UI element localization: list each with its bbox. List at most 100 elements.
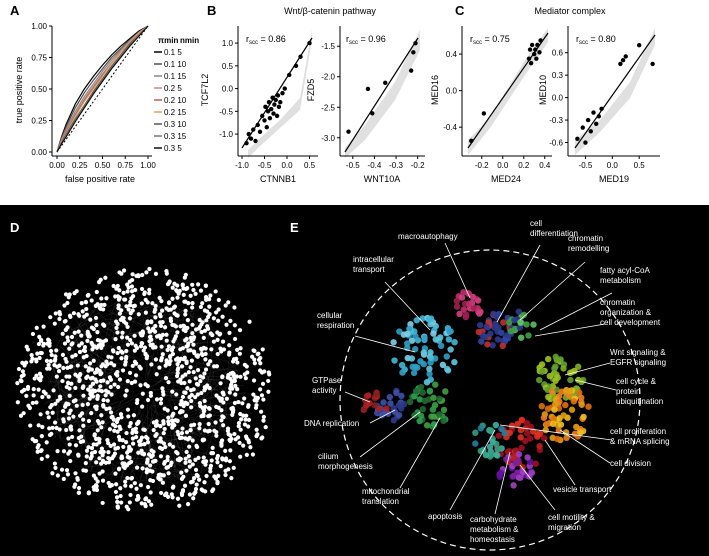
panel-letter-d: D	[10, 220, 19, 235]
network-node	[29, 353, 34, 358]
network-node	[219, 443, 224, 448]
network-edge	[201, 311, 225, 349]
roc-series-line	[56, 25, 149, 153]
cluster-node	[517, 434, 524, 441]
scatter-point	[260, 113, 265, 119]
network-edge	[55, 392, 113, 404]
network-node	[68, 424, 73, 429]
network-node	[57, 310, 62, 315]
network-node	[200, 301, 205, 306]
network-node	[147, 287, 152, 293]
network-node	[91, 473, 97, 478]
network-node	[189, 405, 194, 410]
network-node	[202, 371, 207, 376]
cluster-node	[427, 354, 435, 362]
network-node	[241, 443, 246, 448]
network-node	[142, 502, 148, 507]
network-node	[127, 279, 132, 284]
network-node	[40, 424, 45, 430]
x-tick-label: -1.0	[235, 161, 249, 170]
cluster-node	[375, 405, 383, 412]
label-leader-line	[384, 281, 431, 331]
network-node	[235, 387, 240, 392]
network-node	[183, 456, 188, 461]
network-node	[124, 388, 129, 393]
network-node	[65, 472, 71, 477]
network-node	[94, 460, 99, 465]
network-node	[187, 464, 192, 469]
x-tick-label: -0.2	[411, 161, 425, 170]
network-node	[150, 301, 155, 306]
network-node	[158, 436, 163, 441]
br-x-label: WNT10A	[364, 174, 401, 184]
network-edge	[153, 402, 169, 461]
network-node	[189, 358, 194, 363]
cluster-node	[524, 430, 531, 437]
cluster-node	[482, 333, 489, 341]
network-node	[197, 426, 202, 431]
network-node	[179, 380, 184, 386]
network-node	[84, 312, 89, 317]
scatter-point	[271, 111, 276, 116]
network-node	[165, 465, 171, 470]
legend-header-pi: πmin	[158, 36, 178, 45]
scatter-point	[537, 50, 542, 55]
network-node	[62, 341, 68, 346]
network-node	[63, 318, 68, 324]
cluster-node	[523, 419, 531, 427]
cluster-node	[427, 359, 434, 366]
network-node	[111, 442, 117, 447]
network-node	[144, 356, 149, 361]
network-node	[129, 289, 135, 294]
network-node	[138, 483, 144, 488]
network-node	[197, 324, 203, 329]
network-node	[25, 384, 31, 390]
network-node	[84, 306, 89, 312]
cluster-node	[551, 406, 558, 413]
network-node	[180, 283, 185, 288]
network-edge	[54, 401, 118, 420]
network-node	[91, 358, 96, 363]
network-node	[176, 379, 181, 384]
cluster-node	[419, 405, 427, 413]
network-node	[181, 292, 186, 297]
network-node	[97, 338, 103, 343]
network-node	[219, 440, 224, 445]
cluster-label: cell cycle & protein ubiquitination	[616, 377, 663, 406]
cluster-node	[499, 342, 506, 350]
network-edge	[73, 341, 126, 373]
network-node	[132, 333, 137, 338]
scatter-point	[533, 47, 538, 52]
network-node	[119, 455, 125, 461]
network-node	[147, 266, 152, 272]
network-node	[67, 386, 72, 391]
network-node	[230, 379, 235, 384]
network-node	[95, 418, 100, 424]
cluster-node	[577, 429, 584, 436]
scatter-point	[593, 121, 599, 127]
network-node	[123, 479, 128, 484]
network-node	[94, 323, 99, 328]
network-node	[178, 356, 184, 361]
network-node	[124, 504, 129, 509]
network-node	[207, 304, 212, 309]
network-node	[162, 460, 167, 465]
cl-y-label: MED16	[430, 75, 440, 105]
cluster-node	[563, 434, 570, 442]
cluster-node	[416, 417, 423, 425]
network-node	[39, 337, 44, 343]
network-edge	[187, 316, 201, 328]
network-edge	[102, 392, 140, 423]
network-node	[56, 368, 62, 374]
network-node	[125, 450, 130, 455]
network-node	[34, 438, 39, 444]
network-node	[99, 345, 104, 350]
network-node	[208, 359, 213, 364]
network-edge	[77, 291, 136, 326]
cluster-node	[489, 438, 496, 446]
network-node	[104, 406, 109, 412]
network-node	[107, 375, 112, 380]
network-node	[158, 401, 164, 406]
network-node	[140, 404, 145, 409]
network-node	[74, 403, 79, 408]
